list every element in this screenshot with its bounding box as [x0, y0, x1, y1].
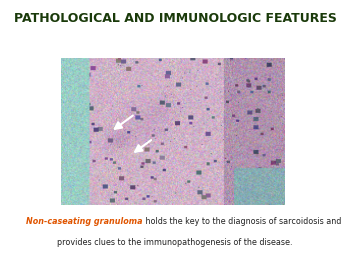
Text: Non-caseating granuloma: Non-caseating granuloma [26, 217, 143, 226]
Text: provides clues to the immunopathogenesis of the disease.: provides clues to the immunopathogenesis… [57, 238, 293, 247]
Text: PATHOLOGICAL AND IMMUNOLOGIC FEATURES: PATHOLOGICAL AND IMMUNOLOGIC FEATURES [14, 12, 336, 25]
Text: holds the key to the diagnosis of sarcoidosis and: holds the key to the diagnosis of sarcoi… [143, 217, 341, 226]
